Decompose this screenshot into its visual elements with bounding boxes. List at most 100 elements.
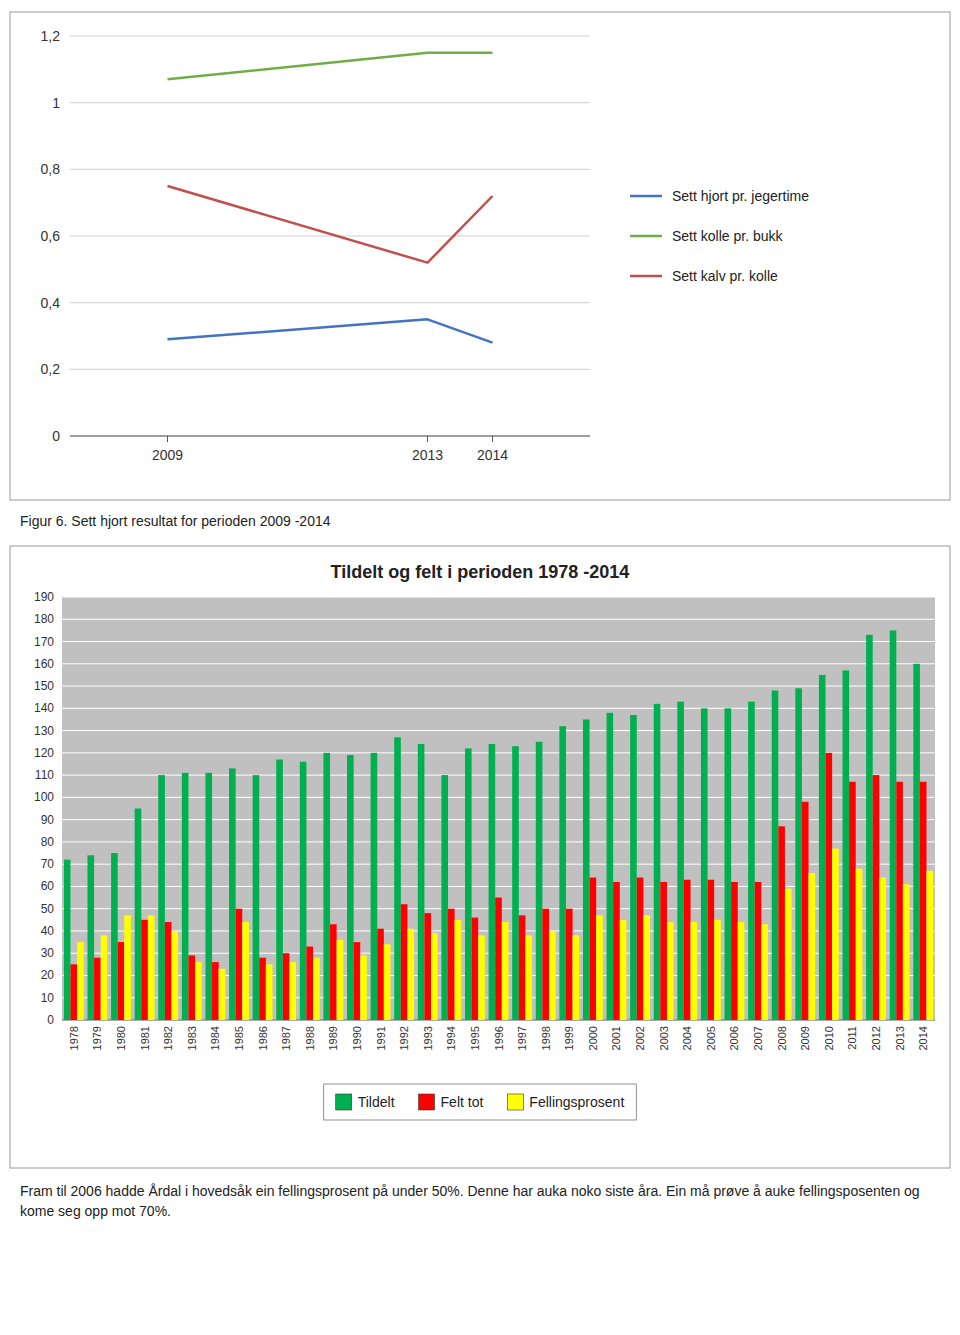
grid-line <box>62 619 935 620</box>
bar <box>354 942 361 1020</box>
bar <box>489 744 496 1020</box>
bar <box>219 969 226 1020</box>
y-tick-label: 0,4 <box>41 295 61 311</box>
bar <box>761 924 768 1020</box>
bar <box>407 929 414 1020</box>
legend-label: Felt tot <box>441 1094 484 1110</box>
x-tick-label: 2001 <box>610 1026 622 1050</box>
grid-line <box>70 102 590 103</box>
x-tick <box>167 436 168 442</box>
bar <box>188 955 195 1020</box>
bars <box>64 630 933 1020</box>
series-line <box>168 186 493 263</box>
series-line <box>168 53 493 80</box>
legend-frame <box>324 1084 637 1120</box>
bar <box>418 744 425 1020</box>
bar <box>384 944 391 1020</box>
chart-frame <box>10 546 950 1168</box>
x-tick-label: 2004 <box>681 1026 693 1050</box>
x-tick-label: 2006 <box>728 1026 740 1050</box>
grid-line <box>70 436 590 437</box>
legend-swatch <box>419 1094 435 1110</box>
bar <box>124 915 131 1020</box>
bar <box>135 809 142 1021</box>
bar <box>64 860 71 1020</box>
bar <box>171 931 178 1020</box>
y-tick-label: 40 <box>41 924 55 938</box>
x-tick-label: 2008 <box>776 1026 788 1050</box>
x-tick-label: 1993 <box>422 1026 434 1050</box>
series-line <box>168 319 493 342</box>
bar <box>748 702 755 1020</box>
bar <box>525 935 532 1020</box>
bar <box>87 855 94 1020</box>
x-tick-label: 2009 <box>799 1026 811 1050</box>
y-tick-label: 130 <box>34 724 54 738</box>
y-tick-label: 0,8 <box>41 161 61 177</box>
bar <box>101 935 108 1020</box>
x-tick-label: 1981 <box>139 1026 151 1050</box>
bar <box>276 760 283 1020</box>
bar <box>283 953 290 1020</box>
bar <box>289 962 296 1020</box>
y-tick-label: 140 <box>34 701 54 715</box>
grid-line <box>62 686 935 687</box>
bar <box>701 708 708 1020</box>
bar <box>253 775 260 1020</box>
bar <box>542 909 549 1020</box>
y-tick-label: 100 <box>34 790 54 804</box>
y-tick-label: 90 <box>41 813 55 827</box>
chart-frame <box>10 12 950 500</box>
bar <box>559 726 566 1020</box>
bar <box>77 942 84 1020</box>
bar <box>660 882 667 1020</box>
bar <box>667 922 674 1020</box>
chart-caption: Figur 6. Sett hjort resultat for periode… <box>20 512 940 532</box>
x-tick-label: 1994 <box>445 1026 457 1050</box>
y-tick-label: 1,2 <box>41 28 61 44</box>
y-tick-label: 160 <box>34 657 54 671</box>
x-tick-label: 2010 <box>823 1026 835 1050</box>
y-tick-label: 110 <box>35 768 54 782</box>
x-tick-label: 2014 <box>917 1026 929 1050</box>
x-tick-label: 1996 <box>493 1026 505 1050</box>
legend-swatch <box>630 275 662 278</box>
x-tick <box>427 436 428 442</box>
y-tick-label: 0 <box>52 428 60 444</box>
grid-line <box>70 236 590 237</box>
bar <box>236 909 243 1020</box>
bar <box>849 782 856 1020</box>
bar <box>259 958 266 1020</box>
legend-swatch <box>336 1094 352 1110</box>
bar <box>643 915 650 1020</box>
legend-swatch <box>507 1094 523 1110</box>
bar <box>913 664 920 1020</box>
x-tick-label: 1978 <box>68 1026 80 1050</box>
x-tick-label: 2013 <box>412 447 443 463</box>
bar <box>654 704 661 1020</box>
legend-swatch <box>630 235 662 238</box>
y-tick-label: 170 <box>34 635 54 649</box>
bar <box>195 962 202 1020</box>
bar <box>879 878 886 1020</box>
x-tick-label: 1986 <box>257 1026 269 1050</box>
x-tick <box>492 436 493 442</box>
bar <box>590 878 597 1020</box>
x-tick-label: 1980 <box>115 1026 127 1050</box>
grid-line <box>70 169 590 170</box>
bar <box>337 940 344 1020</box>
bar <box>313 958 320 1020</box>
bar <box>927 871 934 1020</box>
bar <box>596 915 603 1020</box>
x-tick-label: 1985 <box>233 1026 245 1050</box>
x-tick-label: 2003 <box>658 1026 670 1050</box>
bar <box>323 753 330 1020</box>
bar <box>772 691 779 1020</box>
bar <box>205 773 212 1020</box>
x-tick-label: 2009 <box>152 447 183 463</box>
grid-line <box>62 775 935 776</box>
bar <box>182 773 189 1020</box>
bar <box>677 702 684 1020</box>
grid-line <box>70 369 590 370</box>
grid-line <box>62 708 935 709</box>
